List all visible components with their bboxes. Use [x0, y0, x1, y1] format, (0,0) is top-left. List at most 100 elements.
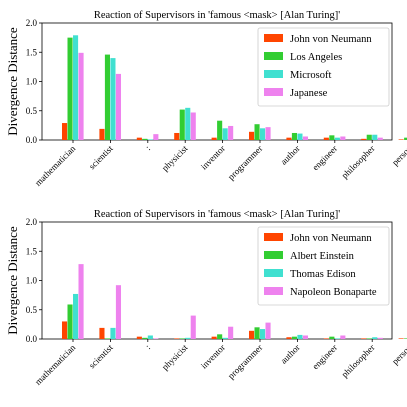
bar — [222, 128, 228, 140]
bar — [302, 335, 308, 339]
x-tick-label: mathematician — [33, 143, 78, 188]
x-tick-label: physicist — [160, 342, 190, 372]
bar — [265, 127, 271, 140]
y-tick-label: 1.0 — [26, 77, 38, 87]
bar — [147, 335, 153, 339]
bar — [179, 109, 185, 140]
x-tick-label: inventor — [199, 143, 227, 171]
y-axis-label: Divergence Distance — [5, 27, 20, 136]
bar — [110, 58, 116, 140]
y-tick-label: 0.5 — [26, 106, 38, 116]
bar — [398, 139, 404, 140]
bar — [265, 322, 271, 339]
bar — [260, 329, 266, 339]
bar — [104, 338, 110, 339]
bar — [115, 285, 121, 339]
bar — [78, 264, 84, 339]
bar — [372, 134, 378, 140]
legend-swatch — [264, 233, 283, 241]
bar — [286, 137, 292, 140]
legend-label: Los Angeles — [290, 52, 342, 63]
bar — [249, 330, 255, 339]
bar — [217, 120, 223, 140]
bar — [185, 337, 191, 339]
bar — [67, 37, 73, 140]
bar — [73, 293, 79, 339]
x-tick-label: philosopher — [339, 143, 376, 180]
bar — [398, 338, 404, 339]
bar — [110, 327, 116, 339]
bar — [62, 321, 68, 339]
bar — [222, 337, 228, 339]
bar — [334, 137, 340, 140]
bar — [404, 338, 407, 339]
bar — [323, 137, 329, 140]
x-tick-label: scientist — [87, 143, 115, 171]
bar — [153, 338, 159, 339]
legend-box — [257, 226, 390, 306]
x-tick-label: physicist — [160, 143, 190, 173]
bar — [99, 128, 105, 140]
x-tick-label: philosopher — [339, 342, 376, 379]
y-tick-label: 2.0 — [26, 18, 38, 28]
x-tick-label: mathematician — [33, 342, 78, 387]
bar — [217, 334, 223, 339]
bar — [286, 337, 292, 339]
bar — [291, 336, 297, 339]
bar — [260, 128, 266, 140]
bar — [228, 326, 234, 339]
bar — [228, 125, 234, 140]
bar — [73, 35, 79, 140]
bar — [404, 137, 407, 140]
bar — [99, 327, 105, 339]
bar — [153, 134, 159, 140]
bar — [302, 136, 308, 140]
bar — [190, 315, 196, 339]
chart-2: Reaction of Supervisors in 'famous <mask… — [5, 209, 407, 387]
bar — [147, 139, 153, 140]
legend-label: Napoleon Bonaparte — [290, 287, 377, 298]
bar — [291, 132, 297, 140]
x-tick-label: author — [278, 342, 301, 365]
bar — [78, 52, 84, 140]
y-tick-label: 1.0 — [26, 276, 38, 286]
x-tick-label: scientist — [87, 342, 115, 370]
bar — [254, 327, 260, 339]
y-tick-label: 0.0 — [26, 334, 38, 344]
bar — [329, 336, 335, 339]
legend-swatch — [264, 34, 283, 42]
legend-label: Albert Einstein — [290, 251, 355, 262]
legend-label: Japanese — [290, 88, 328, 99]
x-tick-label: author — [278, 143, 301, 166]
bar — [340, 335, 346, 339]
y-tick-label: 1.5 — [26, 47, 38, 57]
bar — [249, 131, 255, 140]
chart-title: Reaction of Supervisors in 'famous <mask… — [94, 209, 340, 220]
bar — [115, 73, 121, 140]
legend-label: John von Neumann — [290, 34, 372, 45]
bar — [377, 337, 383, 339]
bar — [211, 336, 217, 339]
bar — [136, 137, 142, 140]
legend-swatch — [264, 269, 283, 277]
y-tick-label: 2.0 — [26, 217, 38, 227]
y-tick-label: 0.0 — [26, 135, 38, 145]
bar — [190, 112, 196, 140]
bar — [179, 338, 185, 339]
bar — [361, 338, 367, 339]
bar — [174, 132, 180, 140]
legend-label: John von Neumann — [290, 233, 372, 244]
bar — [361, 138, 367, 140]
legend-swatch — [264, 88, 283, 96]
bar — [323, 338, 329, 339]
x-tick-label: person — [390, 143, 407, 167]
bar — [67, 304, 73, 339]
legend-swatch — [264, 52, 283, 60]
x-tick-label: person — [390, 342, 407, 366]
y-tick-label: 0.5 — [26, 305, 38, 315]
bar — [142, 138, 148, 140]
x-tick-label: : — [143, 143, 152, 152]
bar — [136, 336, 142, 339]
bar — [297, 334, 303, 339]
x-tick-label: engineer — [310, 342, 339, 371]
